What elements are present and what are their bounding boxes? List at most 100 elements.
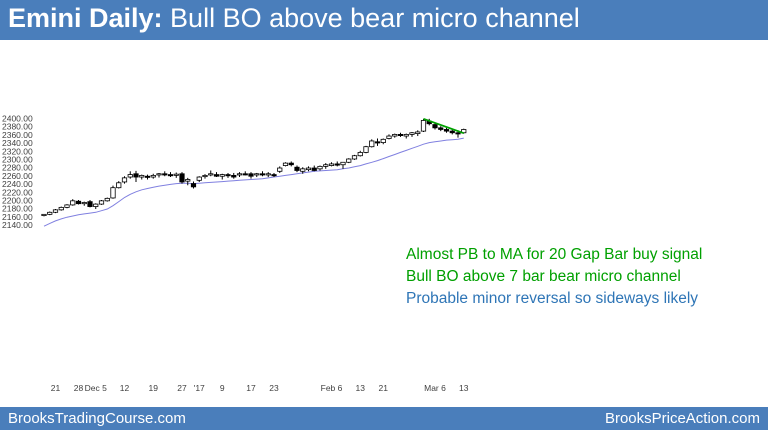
candle-body — [346, 158, 352, 163]
header-bar: Emini Daily: Bull BO above bear micro ch… — [0, 0, 768, 40]
candle-body — [167, 174, 174, 177]
footer-left-link[interactable]: BrooksTradingCourse.com — [8, 410, 186, 427]
candle-body — [351, 155, 358, 160]
candle-body — [133, 173, 139, 178]
candle-body — [300, 168, 306, 172]
candle-body — [139, 174, 145, 178]
x-tick-label: 28 — [74, 383, 84, 393]
x-tick-label: 12 — [120, 383, 130, 393]
candle-body — [156, 173, 162, 176]
moving-average-line — [43, 137, 464, 227]
page-title: Emini Daily: Bull BO above bear micro ch… — [8, 3, 580, 34]
candle-body — [127, 174, 133, 178]
candle-body — [75, 200, 82, 205]
candle-body — [144, 175, 151, 178]
title-bold: Emini Daily: — [8, 3, 163, 33]
candle-body — [213, 174, 220, 177]
candle-body — [185, 179, 191, 182]
candle-body — [121, 177, 128, 183]
y-tick-label: 2300.00 — [2, 155, 33, 165]
x-tick-label: 9 — [220, 383, 225, 393]
candle-body — [277, 167, 283, 172]
candle-body — [47, 211, 53, 215]
x-tick-label: 19 — [149, 383, 159, 393]
candle-body — [116, 182, 122, 189]
candle-body — [455, 132, 461, 135]
annotation-1: Almost PB to MA for 20 Gap Bar buy signa… — [406, 246, 703, 263]
x-tick-label: Dec 5 — [85, 383, 107, 393]
candle-body — [432, 124, 438, 129]
x-tick-label: 21 — [51, 383, 61, 393]
candlestick-chart: 2140.002160.002180.002200.002220.002240.… — [2, 114, 469, 394]
candle-body — [81, 202, 87, 205]
candle-body — [305, 167, 312, 171]
candle-body — [254, 173, 260, 176]
candle-body — [294, 166, 300, 171]
candle-body — [110, 187, 116, 199]
candle-body — [363, 146, 369, 153]
candle-body — [369, 140, 375, 148]
candle-body — [328, 163, 335, 166]
candle-body — [420, 120, 427, 132]
candle-body — [87, 201, 93, 207]
candle-body — [64, 204, 70, 208]
x-tick-label: 13 — [356, 383, 366, 393]
x-tick-label: 27 — [177, 383, 187, 393]
candle-body — [340, 161, 346, 166]
candle-body — [259, 173, 266, 176]
candle-body — [415, 131, 421, 134]
candle-body — [98, 200, 105, 205]
annotation-3: Probable minor reversal so sideways like… — [406, 290, 699, 307]
y-tick-label: 2240.00 — [2, 179, 33, 189]
candle-body — [397, 134, 404, 137]
y-tick-label: 2360.00 — [2, 130, 33, 140]
candle-body — [93, 203, 99, 207]
y-tick-label: 2380.00 — [2, 122, 33, 132]
bear-trendline — [423, 117, 465, 135]
x-tick-label: 23 — [269, 383, 279, 393]
y-tick-label: 2200.00 — [2, 196, 33, 206]
x-tick-label: '17 — [194, 383, 205, 393]
y-tick-label: 2280.00 — [2, 163, 33, 173]
y-tick-label: 2140.00 — [2, 220, 33, 230]
candle-body — [58, 206, 64, 211]
footer-right-link[interactable]: BrooksPriceAction.com — [604, 410, 760, 427]
candle-body — [162, 173, 168, 176]
candle-body — [202, 174, 208, 178]
candle-body — [265, 173, 271, 176]
y-tick-label: 2400.00 — [2, 114, 33, 124]
candle-body — [288, 162, 294, 166]
candle-body — [41, 213, 47, 216]
candle-body — [386, 135, 392, 139]
x-tick-label: 17 — [246, 383, 256, 393]
candle-body — [311, 167, 317, 171]
candle-body — [150, 174, 156, 178]
candle-body — [443, 129, 450, 132]
candle-body — [70, 200, 76, 206]
candle-body — [271, 174, 277, 177]
candle-body — [409, 132, 415, 135]
candle-body — [179, 173, 185, 183]
candle-body — [380, 138, 386, 143]
candle-body — [242, 173, 248, 176]
x-tick-label: 21 — [379, 383, 389, 393]
candle-body — [317, 165, 323, 170]
candle-body — [334, 163, 340, 166]
x-tick-label: Mar 6 — [424, 383, 446, 393]
candle-body — [438, 127, 444, 130]
y-tick-label: 2320.00 — [2, 146, 33, 156]
footer-bar: BrooksTradingCourse.com BrooksPriceActio… — [0, 407, 768, 430]
candle-body — [282, 162, 289, 166]
candle-body — [248, 173, 254, 177]
candle-body — [449, 130, 455, 134]
candle-body — [392, 134, 398, 137]
candle-body — [403, 134, 409, 137]
x-tick-label: 13 — [459, 383, 469, 393]
candle-body — [173, 173, 179, 176]
x-tick-label: Feb 6 — [321, 383, 343, 393]
candle-body — [323, 164, 329, 167]
y-tick-label: 2340.00 — [2, 138, 33, 148]
y-tick-label: 2260.00 — [2, 171, 33, 181]
annotation-2: Bull BO above 7 bar bear micro channel — [406, 268, 681, 285]
candle-body — [236, 173, 243, 176]
